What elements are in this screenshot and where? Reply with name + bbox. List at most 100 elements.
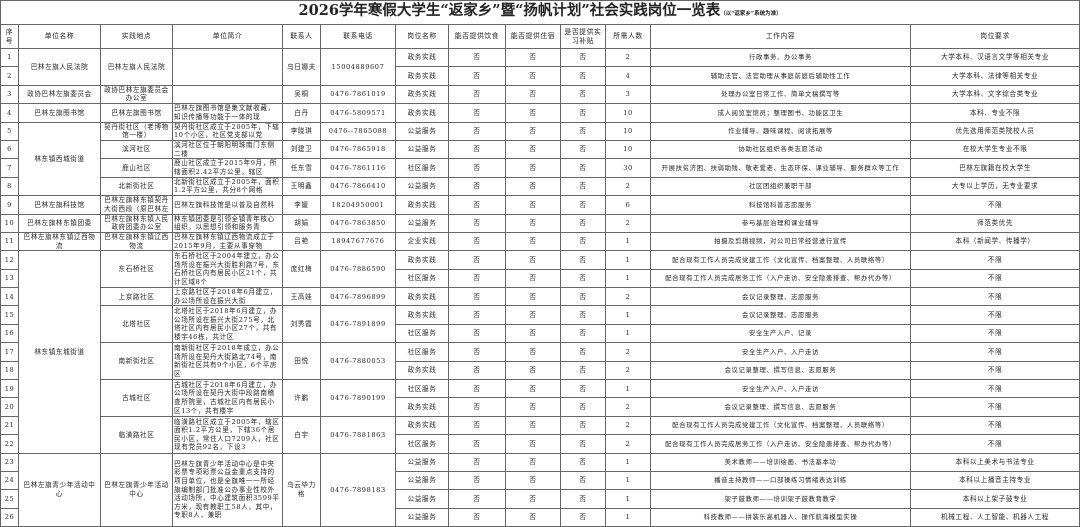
practice-location: 南新街社区 [100, 342, 173, 381]
contact-phone: 0476-7863850 [320, 213, 396, 233]
practice-location: 巴林左旗林东镇契丹大街西段（原巴林左 [100, 195, 173, 215]
position-requirement: 不限 [909, 268, 1080, 289]
unit-intro: 南新街社区于2018年成立，办公场所设在契丹大街路北74号，南新街社区共有9个小… [172, 342, 283, 381]
position-title: 政务实践 [395, 103, 449, 123]
position-requirement: 大专以上学历，无专业要求 [909, 176, 1080, 197]
practice-location: 古城社区 [100, 379, 173, 417]
headcount: 2 [605, 47, 651, 68]
title-note: （以“返家乡”系统为准） [720, 11, 782, 17]
work-content: 架子鼓教师——培训架子鼓教育教学 [650, 489, 911, 509]
table-row: 16 社区服务否否否 1 安全生产入户、记录 不限 [0, 323, 1080, 344]
row-number: 7 [0, 158, 19, 178]
headcount: 1 [605, 452, 651, 472]
headcount: 10 [605, 103, 651, 123]
contact-person: 王明鑫 [282, 176, 321, 197]
lodging-provided: 否 [505, 66, 561, 86]
contact-phone: 0476-7861116 [320, 158, 396, 178]
meals-provided: 否 [448, 434, 506, 454]
table-row: 12 林东镇东城街道 东石桥社区 东石桥社区于2004年建立，办公场所设在振兴大街胜利… [0, 250, 1080, 454]
subsidy-provided: 否 [560, 231, 606, 252]
unit-intro: 滨河社区位于朝阳明珠南门东侧二楼 [172, 139, 283, 160]
unit-intro-text: 巴林左旗青少年活动中心是中央彩票专项彩票公益金重点支持的项目单位，也是全旗唯一一… [174, 459, 280, 520]
headcount: 6 [605, 195, 651, 215]
title-text: 2026学年寒假大学生“返家乡”暨“扬帆计划”社会实践岗位一览表 [298, 2, 721, 19]
work-content: 会议记录整理、志愿服务 [650, 305, 911, 325]
practice-location: 政协巴林左旗委员会办公室 [100, 84, 173, 105]
position-requirement: 不限 [909, 360, 1080, 381]
subsidy-provided: 否 [560, 121, 606, 141]
contact-person: 刘秀霞 [282, 305, 321, 344]
position-title: 社区服务 [395, 158, 449, 178]
contact-person: 吴桐 [282, 84, 321, 105]
practice-location: 巴林左旗图书馆 [100, 103, 173, 123]
headcount: 2 [605, 434, 651, 454]
practice-location: 东石桥社区 [100, 250, 173, 289]
position-requirement: 本科（新闻学、传播学） [909, 231, 1080, 252]
headcount: 3 [605, 84, 651, 105]
position-title: 公益服务 [395, 139, 449, 160]
contact-person: 田悦 [282, 342, 321, 381]
subsidy-provided: 否 [560, 452, 606, 472]
practice-location: 契丹街社区（老博物馆一楼） [100, 121, 173, 141]
work-content: 成人阅览室馆员；整理图书、功能区卫生 [650, 103, 911, 123]
position-title: 社区服务 [395, 268, 449, 289]
row-number: 9 [0, 195, 19, 215]
position-requirement: 在校大学生专业不限 [909, 139, 1080, 160]
lodging-provided: 否 [505, 305, 561, 325]
contact-person: 王高娃 [282, 287, 321, 307]
headcount: 2 [605, 415, 651, 436]
meals-provided: 否 [448, 489, 506, 509]
lodging-provided: 否 [505, 287, 561, 307]
position-requirement: 大学本科、汉语言文学等相关专业 [909, 47, 1080, 68]
unit-intro: 契丹街社区成立于2005年，下辖10个小区，社区党支部以党 [172, 121, 283, 141]
unit-intro-text: 东石桥社区于2004年建立，办公场所设在振兴大街胜利路7号，东石桥社区内有居民小… [174, 252, 280, 286]
subsidy-provided: 否 [560, 379, 606, 399]
subsidy-provided: 否 [560, 103, 606, 123]
position-requirement: 不限 [909, 323, 1080, 344]
position-title: 政务实践 [395, 415, 449, 436]
unit-intro: 上京路社区于2018年6月建立，办公场所设在振兴大街 [172, 287, 283, 307]
lodging-provided: 否 [505, 47, 561, 68]
work-content: 会议记录整理、志愿服务 [650, 287, 911, 307]
meals-provided: 否 [448, 415, 506, 436]
position-title: 政务实践 [395, 66, 449, 86]
meals-provided: 否 [448, 47, 506, 68]
row-number: 13 [0, 268, 19, 289]
work-content: 拍摄及剪辑视频，对公司日常经营进行宣传 [650, 231, 911, 252]
table-row: 11 巴林左旗林东镇辽西物流 巴林左旗林东镇辽西物流 巴林左旗林东镇辽西物流成立于20… [0, 231, 1080, 252]
unit-name: 巴林左旗科技馆 [18, 195, 101, 215]
contact-person: 乌云毕力格 [282, 452, 321, 527]
practice-location: 鹿山社区 [100, 158, 173, 178]
work-content: 处理办公室日常工作、简单文稿撰写等 [650, 84, 911, 105]
unit-name: 巴林左旗林东镇辽西物流 [18, 231, 101, 252]
row-number: 2 [0, 66, 19, 86]
work-content: 配合现有工作人员完成党建工作（文化宣传、档案整理、人员联络等） [650, 250, 911, 270]
row-number: 12 [0, 250, 19, 270]
contact-person: 吕艳 [282, 231, 321, 252]
position-requirement: 不限 [909, 305, 1080, 325]
headcount: 1 [605, 470, 651, 491]
practice-location: 巴林左旗林东镇人民政府团委办公室 [100, 213, 173, 233]
unit-intro: 古城社区于2018年6月建立，办公场所设在契丹大街中段路南稽查所院里，古城社区内… [172, 379, 283, 417]
contact-person: 白丹 [282, 103, 321, 123]
work-content: 辅助法官、法官助理从事庭前庭后辅助性工作 [650, 66, 911, 86]
unit-intro-text: 北塔社区于2018年6月建立，办公场所设在振兴大街275号，北塔社区内有居民小区… [174, 307, 278, 341]
practice-location: 巴林左旗青少年活动中心 [100, 452, 173, 527]
contact-phone: 0476-5809571 [320, 103, 396, 123]
table-row: 2 政务实践否否否 4 辅助法官、法官助理从事庭前庭后辅助性工作 大学本科、法律等相关专… [0, 66, 1080, 86]
meals-provided: 否 [448, 139, 506, 160]
subsidy-provided: 否 [560, 268, 606, 289]
contact-phone: 15004889607 [320, 48, 396, 86]
position-title: 政务实践 [395, 250, 449, 270]
work-content: 协助社区组织各类志愿活动 [650, 139, 911, 160]
column-header: 岗位名称 [395, 24, 449, 49]
work-content: 会议记录整理、撰写信息、志愿服务 [650, 360, 911, 381]
meals-provided: 否 [448, 287, 506, 307]
row-number: 1 [0, 47, 19, 68]
table-row: 18 政务实践否否否 2 会议记录整理、撰写信息、志愿服务 不限 [0, 360, 1080, 381]
unit-intro-text: 巴林左旗图书馆是集文献收藏，知识传播等功能于一体的现 [174, 104, 275, 121]
headcount: 1 [605, 379, 651, 399]
contact-phone: 0476-7891899 [320, 305, 396, 344]
row-number: 22 [0, 434, 19, 454]
meals-provided: 否 [448, 213, 506, 233]
